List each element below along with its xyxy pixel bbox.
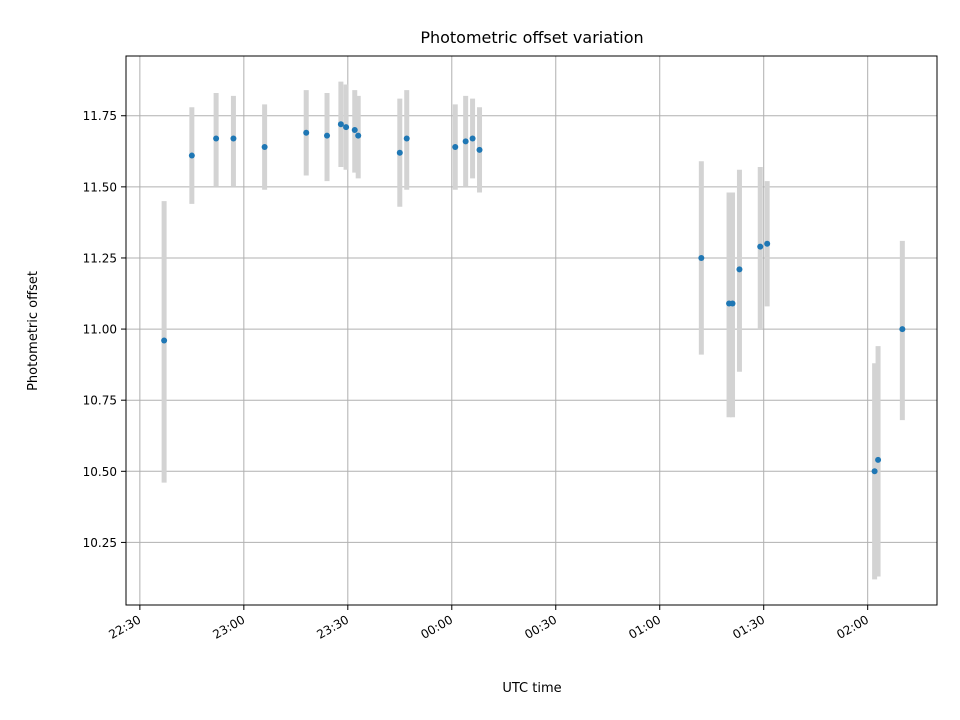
data-point — [476, 146, 483, 153]
data-point — [403, 135, 410, 142]
data-point — [698, 254, 705, 261]
chart-title: Photometric offset variation — [420, 28, 643, 47]
data-point — [729, 300, 736, 307]
y-tick-label: 11.50 — [83, 180, 117, 194]
y-tick-label: 10.50 — [83, 465, 117, 479]
y-tick-label: 11.75 — [83, 109, 117, 123]
data-point — [899, 326, 906, 333]
data-point — [355, 132, 362, 139]
x-tick-label: 23:30 — [314, 612, 351, 641]
data-point — [871, 468, 878, 475]
y-tick-label: 10.75 — [83, 394, 117, 408]
data-point — [469, 135, 476, 142]
data-point — [303, 129, 310, 136]
x-axis-label: UTC time — [502, 681, 561, 696]
data-point — [452, 144, 459, 151]
data-point — [343, 124, 350, 131]
x-tick-label: 22:30 — [106, 612, 143, 641]
x-tick-label: 00:00 — [418, 612, 455, 641]
data-point — [213, 135, 220, 142]
y-tick-label: 11.25 — [83, 251, 117, 265]
x-tick-label: 01:00 — [626, 612, 663, 641]
y-axis-ticks: 10.25 10.50 10.75 11.00 11.25 11.50 11.75 — [83, 109, 126, 550]
y-tick-label: 10.25 — [83, 536, 117, 550]
data-point — [764, 240, 771, 247]
data-point — [337, 121, 344, 128]
data-point — [757, 243, 764, 250]
data-point — [324, 132, 331, 139]
data-point — [188, 152, 195, 159]
data-points — [161, 121, 906, 475]
data-point — [396, 149, 403, 156]
y-tick-label: 11.00 — [83, 323, 117, 337]
data-point — [736, 266, 743, 273]
data-point — [875, 456, 882, 463]
x-axis-ticks: 22:30 23:00 23:30 00:00 00:30 01:00 01:30 02:00 — [106, 605, 871, 642]
error-bars — [161, 81, 905, 580]
plot-frame — [125, 55, 938, 606]
x-tick-label: 00:30 — [522, 612, 559, 641]
x-tick-label: 01:30 — [730, 612, 767, 641]
data-point — [351, 126, 358, 133]
grid — [126, 56, 937, 605]
x-tick-label: 02:00 — [834, 612, 871, 641]
data-point — [161, 337, 168, 344]
data-point — [462, 138, 469, 145]
x-tick-label: 23:00 — [210, 612, 247, 641]
data-point — [261, 144, 268, 151]
y-axis-label: Photometric offset — [26, 271, 41, 391]
data-point — [230, 135, 237, 142]
